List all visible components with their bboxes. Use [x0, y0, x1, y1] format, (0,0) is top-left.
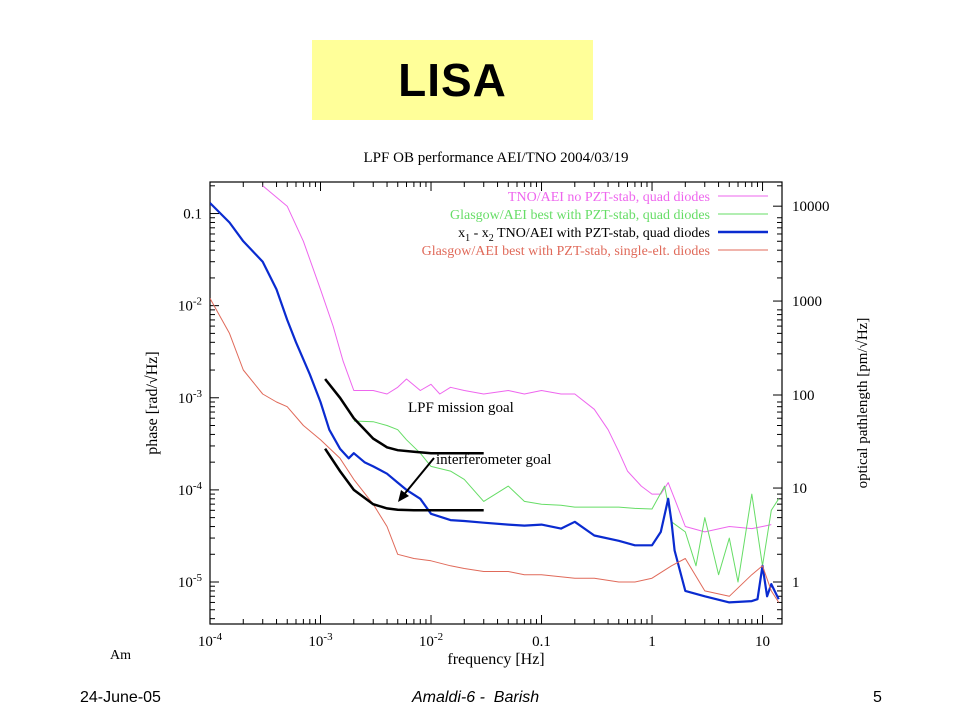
x-tick-label: 10-2 — [419, 631, 443, 650]
y2-tick-label: 1000 — [792, 294, 822, 310]
y-axis-label: phase [rad/√Hz] — [144, 351, 161, 454]
interferometer-goal-arrowhead — [398, 490, 409, 502]
legend-glasgow-quad: Glasgow/AEI best with PZT-stab, quad dio… — [450, 208, 710, 223]
y-tick-label: 10-2 — [178, 296, 202, 315]
y-tick-label: 0.1 — [183, 207, 202, 223]
footer-page-number: 5 — [873, 689, 882, 706]
legend-tno-pzt: x1 - x2 TNO/AEI with PZT-stab, quad diod… — [458, 226, 710, 244]
plot-frame — [209, 181, 783, 625]
x-axis-label: frequency [Hz] — [447, 651, 544, 668]
legend-tno-no-pzt: TNO/AEI no PZT-stab, quad diodes — [508, 190, 710, 205]
y2-tick-label: 10000 — [792, 199, 830, 215]
x-tick-label: 10 — [755, 634, 770, 650]
interferometer-goal-label: interferometer goal — [436, 452, 551, 468]
y-tick-label: 10-3 — [178, 388, 203, 407]
x-tick-label: 1 — [648, 634, 656, 650]
y-tick-label: 10-4 — [178, 480, 203, 499]
legend-glasgow-single: Glasgow/AEI best with PZT-stab, single-e… — [422, 244, 710, 259]
y-tick-label: 10-5 — [178, 572, 203, 591]
y2-tick-label: 100 — [792, 388, 815, 404]
footer-date: 24-June-05 — [80, 689, 161, 706]
series-tno-pzt — [210, 202, 780, 604]
chart-title: LPF OB performance AEI/TNO 2004/03/19 — [364, 150, 629, 166]
slide-title: LISA — [398, 54, 507, 106]
x-tick-label: 0.1 — [532, 634, 551, 650]
lpf-mission-goal-label: LPF mission goal — [408, 400, 514, 416]
series-glasgow-single — [210, 298, 780, 603]
footer-presenter: Amaldi-6 - Barish — [412, 689, 540, 706]
x-tick-label: 10-3 — [308, 631, 333, 650]
y2-axis-label: optical pathlength [pm/√Hz] — [855, 318, 871, 489]
y2-tick-label: 10 — [792, 481, 807, 497]
lpf-mission-goal-curve — [324, 378, 484, 455]
interferometer-goal-curve — [324, 448, 484, 512]
y2-tick-label: 1 — [792, 575, 800, 591]
clipped-text: Am — [110, 648, 131, 663]
x-tick-label: 10-4 — [198, 631, 223, 650]
title-box: LISA — [312, 40, 593, 120]
interferometer-goal-arrow — [401, 457, 435, 498]
series-tno-no-pzt — [262, 185, 772, 533]
series-glasgow-quad — [353, 420, 780, 583]
